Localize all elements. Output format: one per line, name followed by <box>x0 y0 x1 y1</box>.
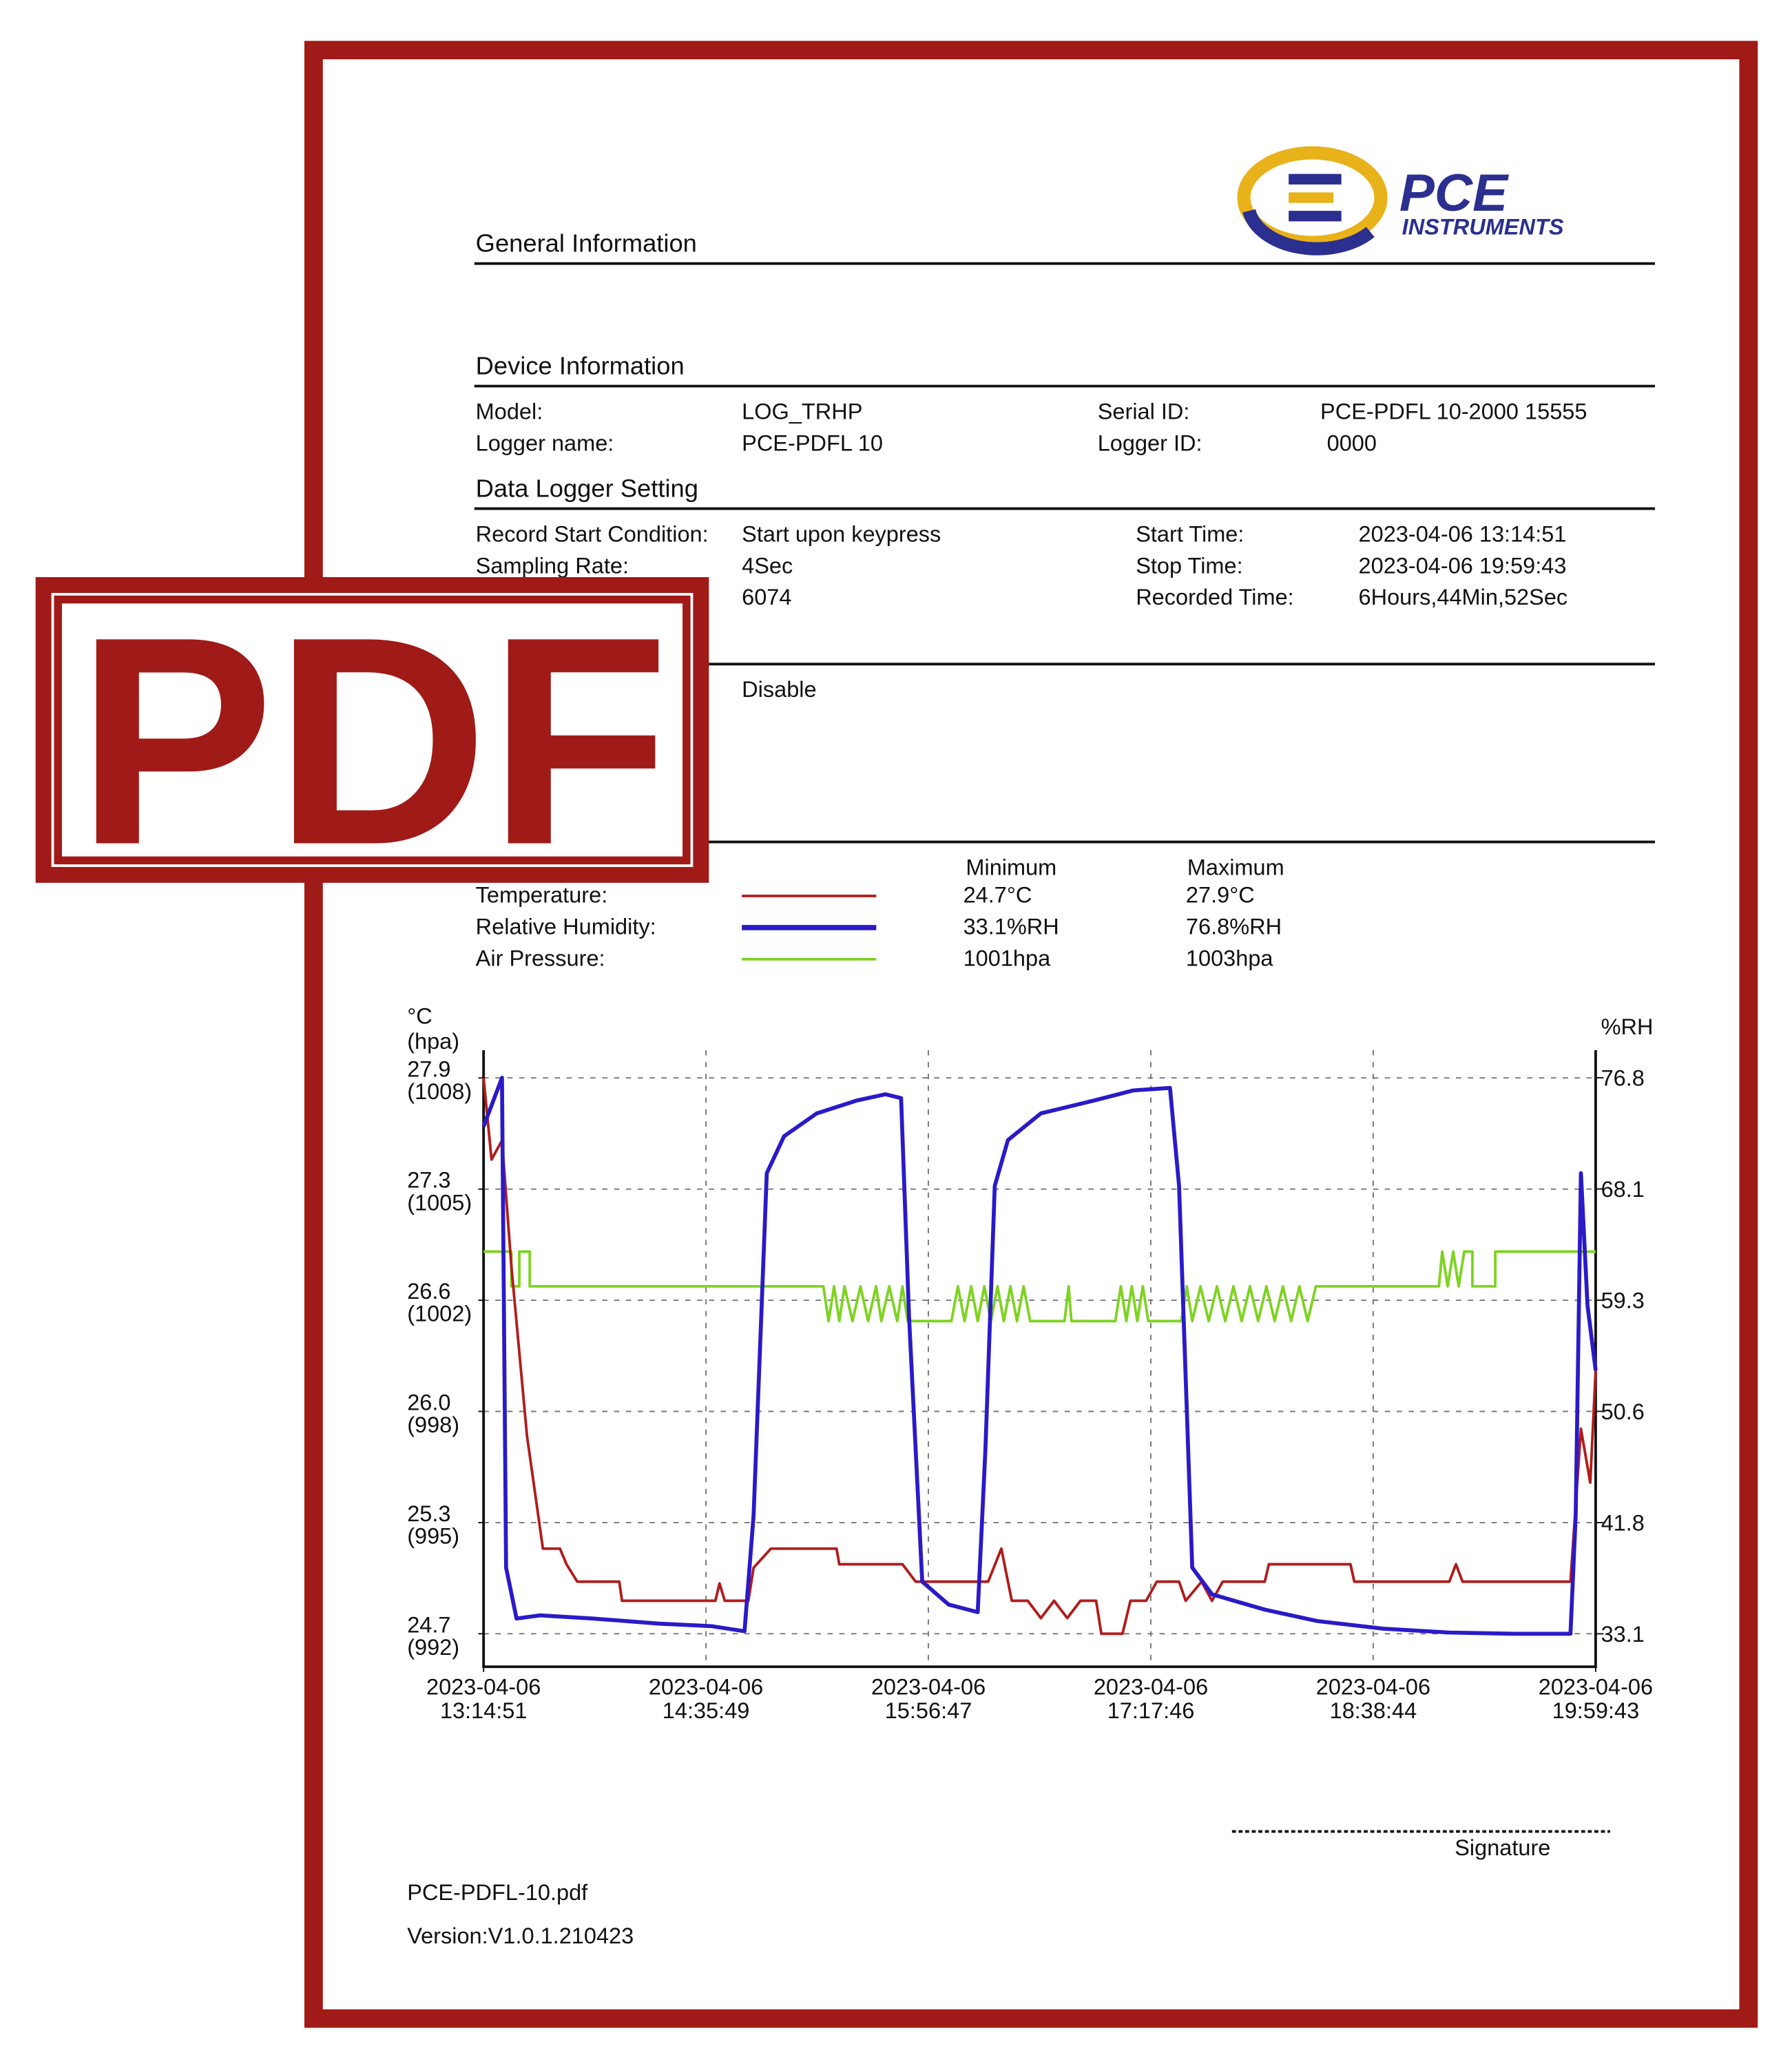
info-text: 4Sec <box>742 553 793 578</box>
page-border <box>304 41 1758 2028</box>
footer-file: PCE-PDFL-10.pdf <box>407 1880 588 1905</box>
info-text: 0000 <box>1327 430 1377 455</box>
summary-text: Relative Humidity: <box>476 915 656 939</box>
summary-text: 27.9°C <box>1186 883 1255 908</box>
x-tick-label: 2023-04-06 19:59:43 <box>1539 1674 1653 1722</box>
p-tick-label: (995) <box>407 1524 459 1549</box>
info-text: 6Hours,44Min,52Sec <box>1359 585 1568 609</box>
x-tick-label: 2023-04-06 15:56:47 <box>871 1674 986 1722</box>
y-tick-label: 25.3 <box>407 1501 450 1526</box>
info-text: Logger ID: <box>1098 430 1202 455</box>
info-text: Serial ID: <box>1098 399 1190 424</box>
info-text: 6074 <box>742 585 791 609</box>
info-text: 2023-04-06 19:59:43 <box>1359 553 1567 578</box>
y-axis-label: °C <box>407 1004 433 1029</box>
info-text: Stop Time: <box>1136 553 1242 578</box>
summary-text: 1001hpa <box>963 946 1052 970</box>
p-tick-label: (1002) <box>407 1302 472 1326</box>
y2-tick-label: 33.1 <box>1601 1622 1645 1647</box>
info-text: Record Start Condition: <box>476 521 709 546</box>
data-line <box>483 1250 1596 1323</box>
info-text: LOG_TRHP <box>742 399 862 424</box>
summary-text: Temperature: <box>476 883 608 908</box>
y2-tick-label: 59.3 <box>1601 1288 1645 1313</box>
section-title: Data Logger Setting <box>476 474 698 502</box>
y-axis-label: (hpa) <box>407 1029 459 1054</box>
x-tick-label: 2023-04-06 17:17:46 <box>1094 1674 1208 1722</box>
summary-header: Minimum <box>966 855 1056 879</box>
logo: PCE INSTRUMENTS <box>1237 146 1564 255</box>
x-tick-label: 2023-04-06 13:14:51 <box>426 1674 541 1722</box>
summary-text: Air Pressure: <box>476 946 605 970</box>
data-line <box>481 1076 1598 1636</box>
p-tick-label: (1005) <box>407 1190 472 1215</box>
data-line <box>482 1078 1597 1636</box>
info-text: Model: <box>476 399 543 424</box>
y-tick-label: 26.6 <box>407 1279 450 1304</box>
summary-text: 33.1%RH <box>963 915 1059 939</box>
alarm-value: Disable <box>742 677 816 702</box>
y2-tick-label: 41.8 <box>1601 1510 1645 1535</box>
y2-axis-label: %RH <box>1601 1014 1654 1039</box>
info-text: Recorded Time: <box>1136 585 1294 609</box>
logo-brand: PCE <box>1399 164 1509 222</box>
footer-version: Version:V1.0.1.210423 <box>407 1923 634 1948</box>
summary-text: 1003hpa <box>1186 946 1274 970</box>
info-text: Start upon keypress <box>742 521 941 546</box>
p-tick-label: (1008) <box>407 1079 472 1104</box>
x-tick-label: 2023-04-06 14:35:49 <box>649 1674 763 1722</box>
y2-tick-label: 76.8 <box>1601 1065 1645 1090</box>
summary-text: 76.8%RH <box>1186 915 1282 939</box>
y-tick-label: 24.7 <box>407 1612 450 1637</box>
y2-tick-label: 50.6 <box>1601 1399 1645 1424</box>
info-text: Sampling Rate: <box>476 553 629 578</box>
pdf-label: PDF <box>76 575 669 906</box>
y-tick-label: 27.3 <box>407 1168 450 1193</box>
section-title: Device Information <box>476 351 685 379</box>
summary-header: Maximum <box>1187 855 1284 879</box>
p-tick-label: (998) <box>407 1412 459 1437</box>
p-tick-label: (992) <box>407 1635 459 1660</box>
y2-tick-label: 68.1 <box>1601 1177 1645 1202</box>
signature-label: Signature <box>1455 1835 1550 1860</box>
y-tick-label: 26.0 <box>407 1390 450 1415</box>
info-text: Logger name: <box>476 430 614 455</box>
y-tick-label: 27.9 <box>407 1056 450 1081</box>
logo-sub: INSTRUMENTS <box>1402 215 1564 240</box>
info-text: PCE-PDFL 10-2000 15555 <box>1320 399 1587 424</box>
section-title: General Information <box>476 229 697 257</box>
info-text: Start Time: <box>1136 521 1244 546</box>
pdf-badge: PDF <box>35 575 709 906</box>
info-text: 2023-04-06 13:14:51 <box>1359 521 1567 546</box>
x-tick-label: 2023-04-06 18:38:44 <box>1316 1674 1430 1722</box>
summary-text: 24.7°C <box>963 883 1032 908</box>
info-text: PCE-PDFL 10 <box>742 430 883 455</box>
